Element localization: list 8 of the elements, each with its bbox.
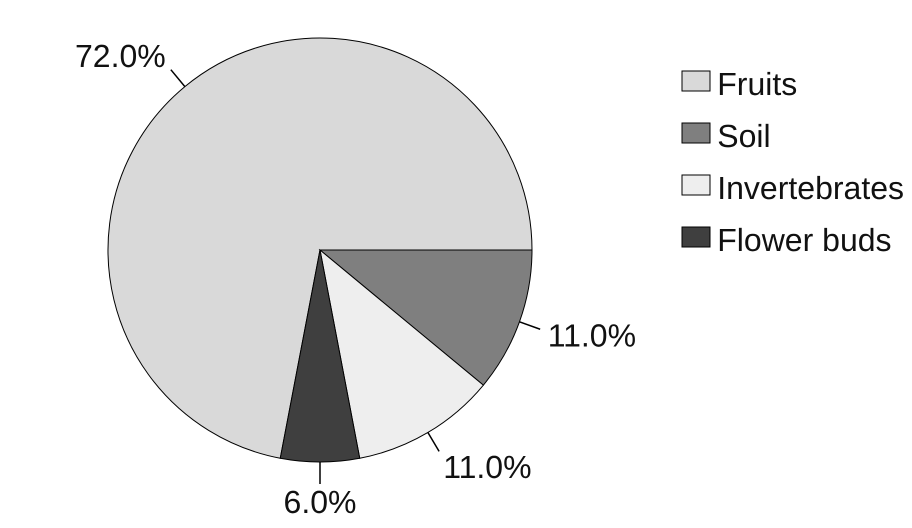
data-label: 11.0%: [443, 448, 532, 485]
legend-label: Invertebrates: [717, 169, 904, 208]
legend-label: Soil: [717, 117, 771, 156]
data-label: 72.0%: [75, 38, 166, 74]
data-label: 11.0%: [548, 317, 636, 354]
data-label: 6.0%: [284, 484, 356, 520]
legend-label: Fruits: [717, 65, 798, 104]
legend-label: Flower buds: [717, 221, 892, 260]
